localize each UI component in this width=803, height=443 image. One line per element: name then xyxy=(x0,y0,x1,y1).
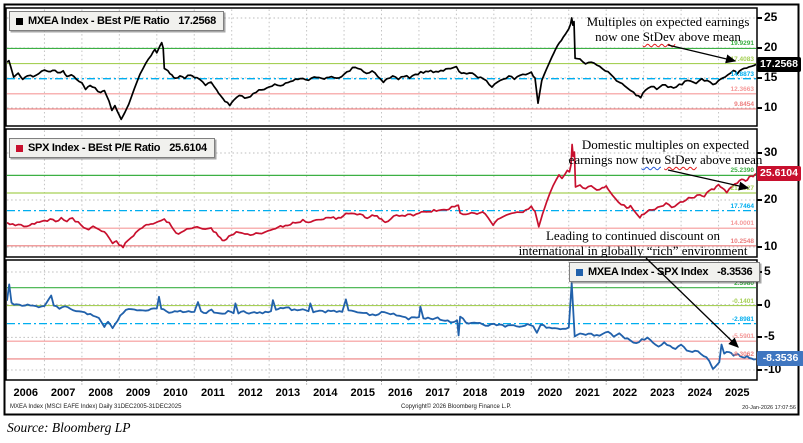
footer-timestamp: 20-Jan-2026 17:07:56 xyxy=(742,405,796,411)
spx-series-marker-icon xyxy=(16,144,23,152)
x-axis-year-label: 2022 xyxy=(612,387,638,399)
x-axis-year-label: 2013 xyxy=(275,387,301,399)
x-axis-year-label: 2015 xyxy=(350,387,375,399)
level-value-label: 14.0001 xyxy=(730,220,755,228)
y-axis-tick-label: 30 xyxy=(764,145,778,159)
series-line-2 xyxy=(7,143,756,249)
x-axis-year-label: 2020 xyxy=(537,387,563,399)
y-axis-tick-label: 25 xyxy=(764,10,778,24)
annotation-line: now one StDev above mean xyxy=(595,29,741,44)
x-axis-year-label: 2006 xyxy=(13,387,38,399)
x-axis-year-label: 2018 xyxy=(462,387,488,399)
y-axis-tick-mark xyxy=(757,336,762,339)
y-axis-tick-label: 20 xyxy=(764,192,778,206)
annotation-line: Domestic multiples on expected xyxy=(581,137,750,152)
level-value-label: 9.8454 xyxy=(734,100,754,108)
last-value-tag-mxea: 17.2568 xyxy=(757,57,801,72)
legend-mxea-pe: MXEA Index - BEst P/E Ratio 17.2568 xyxy=(9,11,224,31)
spread-series-marker-icon xyxy=(576,268,583,276)
y-axis-tick-mark xyxy=(757,152,762,154)
y-axis-tick-label: 10 xyxy=(764,100,778,114)
chart-frame xyxy=(3,3,800,416)
level-value-label: 17.4083 xyxy=(730,55,755,63)
level-value-label: 14.8873 xyxy=(730,70,755,78)
annotation-line: Leading to continued discount on xyxy=(545,228,721,243)
level-value-label: 10.2548 xyxy=(730,237,755,245)
x-axis-year-label: 2011 xyxy=(201,387,225,399)
x-axis-year-label: 2025 xyxy=(725,387,750,399)
series-line-1 xyxy=(7,17,756,121)
mxea-series-marker-icon xyxy=(16,17,23,25)
x-axis-year-label: 2014 xyxy=(313,387,338,399)
x-axis-year-label: 2008 xyxy=(88,387,113,399)
annotation-one-stdev: Multiples on expected earnings now one S… xyxy=(553,14,783,44)
y-axis-tick-label: 15 xyxy=(764,70,778,84)
legend-mxea-label: MXEA Index - BEst P/E Ratio xyxy=(28,15,170,27)
x-axis-year-label: 2007 xyxy=(50,387,76,399)
last-value-tag-spx: 25.6104 xyxy=(757,166,801,181)
y-axis-tick-label: 5 xyxy=(764,264,771,278)
y-axis-tick-mark xyxy=(757,246,762,248)
annotation-two-stdev: Domestic multiples on expected earnings … xyxy=(543,137,788,167)
level-value-label: -0.1401 xyxy=(731,297,754,305)
y-axis-tick-mark xyxy=(757,368,762,371)
x-axis-year-label: 2023 xyxy=(650,387,675,399)
y-axis-tick-mark xyxy=(757,107,762,109)
legend-spx-value: 25.6104 xyxy=(169,142,207,154)
y-axis-tick-mark xyxy=(757,47,762,49)
legend-mxea-value: 17.2568 xyxy=(178,15,216,27)
y-axis-tick-mark xyxy=(757,303,762,306)
y-axis-tick-mark xyxy=(757,199,762,201)
annotation-line: international in globally “rich” environ… xyxy=(518,243,748,258)
last-value-tag-spread: -8.3536 xyxy=(757,351,803,366)
level-value-label: -8.3062 xyxy=(731,350,754,358)
x-axis-year-label: 2021 xyxy=(575,387,600,399)
footer-copyright: Copyright© 2026 Bloomberg Finance L.P. xyxy=(401,404,512,410)
level-value-label: -2.8981 xyxy=(731,315,754,323)
legend-spx-pe: SPX Index - BEst P/E Ratio 25.6104 xyxy=(9,138,215,158)
annotation-line: earnings now two StDev above mean xyxy=(568,152,763,167)
level-value-label: 25.2390 xyxy=(730,167,755,175)
series-line-3 xyxy=(7,282,756,370)
x-axis-year-label: 2009 xyxy=(125,387,151,399)
level-value-label: 19.9291 xyxy=(730,40,755,48)
y-axis-tick-label: 20 xyxy=(764,40,778,54)
y-axis-tick-label: 10 xyxy=(764,239,778,253)
level-value-label: 2.5980 xyxy=(734,279,754,287)
level-value-label: 21.4927 xyxy=(730,184,755,192)
level-value-label: 12.3663 xyxy=(730,85,755,93)
x-axis-year-label: 2017 xyxy=(425,387,450,399)
legend-spread: MXEA Index - SPX Index -8.3536 xyxy=(569,262,761,282)
source-note: Source: Bloomberg LP xyxy=(7,420,131,435)
legend-spread-label: MXEA Index - SPX Index xyxy=(588,266,709,278)
level-value-label: 17.7464 xyxy=(730,202,755,210)
legend-spx-label: SPX Index - BEst P/E Ratio xyxy=(28,142,161,154)
x-axis-year-label: 2016 xyxy=(387,387,413,399)
annotation-line: Multiples on expected earnings xyxy=(586,14,750,29)
y-axis-tick-mark xyxy=(757,77,762,79)
x-axis-year-label: 2019 xyxy=(500,387,525,399)
legend-spread-value: -8.3536 xyxy=(717,266,753,278)
y-axis-tick-label: -5 xyxy=(764,329,775,344)
x-axis-year-label: 2012 xyxy=(238,387,263,399)
x-axis-year-label: 2010 xyxy=(163,387,188,399)
level-value-label: -5.5901 xyxy=(731,333,754,341)
annotation-discount: Leading to continued discount on interna… xyxy=(488,228,778,258)
y-axis-tick-label: 0 xyxy=(764,296,771,311)
footer-index-info: MXEA Index (MSCI EAFE Index) Daily 31DEC… xyxy=(10,404,182,410)
x-axis-year-label: 2024 xyxy=(687,387,713,399)
y-axis-tick-mark xyxy=(757,17,762,19)
